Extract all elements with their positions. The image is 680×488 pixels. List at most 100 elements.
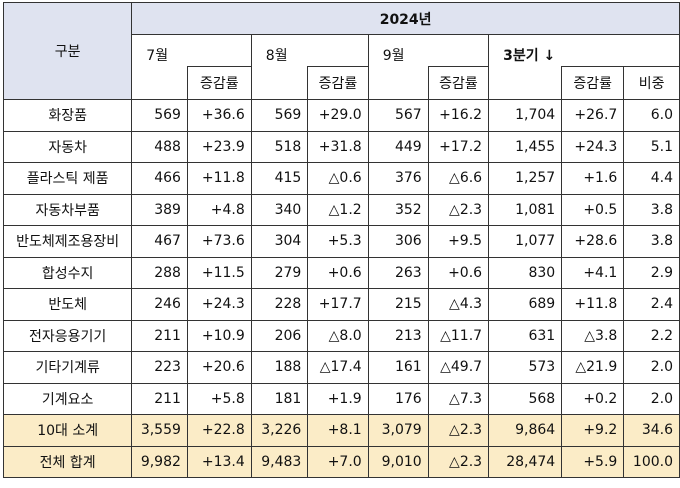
cell-g7: +24.3 — [186, 288, 252, 321]
cell-g9: +16.2 — [427, 99, 490, 132]
cell-g7: +11.8 — [186, 162, 252, 195]
cell-g9: +17.2 — [427, 130, 490, 163]
cell-q3: 830 — [488, 256, 563, 289]
cell-m9: 263 — [367, 256, 429, 289]
cell-g7: +22.8 — [186, 414, 252, 447]
cell-share: 2.2 — [623, 319, 680, 352]
cell-m9: 3,079 — [367, 414, 429, 447]
growth-7-header: 증감률 — [186, 66, 252, 100]
cell-g7: +73.6 — [186, 225, 252, 258]
cell-q3: 1,257 — [488, 162, 563, 195]
cell-gq: +26.7 — [561, 99, 625, 132]
table-row: 기계요소 211 +5.8 181 +1.9 176 △7.3 568 +0.2 2.0 — [2, 382, 680, 415]
cell-q3: 573 — [488, 351, 563, 384]
cell-m8: 228 — [250, 288, 309, 321]
cell-m8: 9,483 — [250, 445, 309, 478]
cell-g7: +23.9 — [186, 130, 252, 163]
cell-m7: 488 — [131, 130, 188, 163]
year-header: 2024년 — [131, 2, 680, 35]
cell-g8: +1.9 — [307, 382, 369, 415]
cell-gq: △3.8 — [561, 319, 625, 352]
cell-g7: +4.8 — [186, 193, 252, 226]
subtotal-row: 10대 소계 3,559 +22.8 3,226 +8.1 3,079 △2.3 9,864 +… — [2, 414, 680, 447]
cell-share: 2.9 — [623, 256, 680, 289]
cell-m8: 415 — [250, 162, 309, 195]
cell-m7: 223 — [131, 351, 188, 384]
cell-m9: 306 — [367, 225, 429, 258]
cell-m7: 389 — [131, 193, 188, 226]
cell-m9: 352 — [367, 193, 429, 226]
growth-9-header: 증감률 — [427, 66, 490, 100]
cell-name: 반도체제조용장비 — [2, 225, 133, 258]
cell-gq: +9.2 — [561, 414, 625, 447]
cell-share: 2.4 — [623, 288, 680, 321]
cell-q3: 568 — [488, 382, 563, 415]
category-header: 구분 — [2, 2, 133, 100]
cell-gq: +5.9 — [561, 445, 625, 478]
table-row: 반도체제조용장비 467 +73.6 304 +5.3 306 +9.5 1,077 +28.6… — [2, 225, 680, 258]
quarter-3-header: 3분기 ↓ — [488, 34, 562, 100]
cell-m9: 376 — [367, 162, 429, 195]
cell-share: 5.1 — [623, 130, 680, 163]
cell-m8: 340 — [250, 193, 309, 226]
cell-m9: 9,010 — [367, 445, 429, 478]
cell-name: 반도체 — [2, 288, 133, 321]
table-row: 화장품 569 +36.6 569 +29.0 567 +16.2 1,704 +26.7 6.0 — [2, 99, 680, 132]
cell-m8: 304 — [250, 225, 309, 258]
cell-g9: △2.3 — [427, 193, 490, 226]
cell-m8: 518 — [250, 130, 309, 163]
export-table: 구분 2024년 7월 8월 9월 3분기 ↓ 증감률 증감률 증감률 증감률 … — [2, 2, 680, 478]
table-row: 자동차 488 +23.9 518 +31.8 449 +17.2 1,455 +24.3 5.1 — [2, 130, 680, 163]
cell-m7: 467 — [131, 225, 188, 258]
cell-name: 기타기계류 — [2, 351, 133, 384]
cell-share: 4.4 — [623, 162, 680, 195]
cell-q3: 1,455 — [488, 130, 563, 163]
cell-gq: △21.9 — [561, 351, 625, 384]
cell-m8: 181 — [250, 382, 309, 415]
cell-gq: +28.6 — [561, 225, 625, 258]
month-7-header: 7월 — [131, 34, 188, 100]
cell-m8: 3,226 — [250, 414, 309, 447]
cell-g8: +7.0 — [307, 445, 369, 478]
cell-g7: +20.6 — [186, 351, 252, 384]
growth-8-header: 증감률 — [307, 66, 369, 100]
cell-m7: 9,982 — [131, 445, 188, 478]
month-9-header: 9월 — [367, 34, 429, 100]
cell-m7: 466 — [131, 162, 188, 195]
cell-g9: △4.3 — [427, 288, 490, 321]
cell-share: 34.6 — [623, 414, 680, 447]
cell-share: 3.8 — [623, 193, 680, 226]
cell-g9: △6.6 — [427, 162, 490, 195]
cell-gq: +24.3 — [561, 130, 625, 163]
cell-m9: 176 — [367, 382, 429, 415]
cell-name: 화장품 — [2, 99, 133, 132]
cell-gq: +4.1 — [561, 256, 625, 289]
cell-m9: 161 — [367, 351, 429, 384]
cell-g8: △0.6 — [307, 162, 369, 195]
cell-g7: +36.6 — [186, 99, 252, 132]
cell-g9: △49.7 — [427, 351, 490, 384]
cell-share: 100.0 — [623, 445, 680, 478]
cell-share: 6.0 — [623, 99, 680, 132]
cell-g9: +9.5 — [427, 225, 490, 258]
cell-q3: 631 — [488, 319, 563, 352]
cell-g7: +5.8 — [186, 382, 252, 415]
cell-m7: 211 — [131, 382, 188, 415]
cell-name: 합성수지 — [2, 256, 133, 289]
cell-m9: 567 — [367, 99, 429, 132]
table-row: 플라스틱 제품 466 +11.8 415 △0.6 376 △6.6 1,257 +1.6 4.… — [2, 162, 680, 195]
cell-gq: +11.8 — [561, 288, 625, 321]
cell-m7: 211 — [131, 319, 188, 352]
cell-gq: +0.5 — [561, 193, 625, 226]
cell-share: 2.0 — [623, 382, 680, 415]
cell-name: 자동차 — [2, 130, 133, 163]
cell-m8: 569 — [250, 99, 309, 132]
cell-g8: △17.4 — [307, 351, 369, 384]
cell-m9: 449 — [367, 130, 429, 163]
month-8-header: 8월 — [250, 34, 308, 100]
cell-m7: 569 — [131, 99, 188, 132]
cell-m7: 246 — [131, 288, 188, 321]
cell-m9: 213 — [367, 319, 429, 352]
cell-g8: △1.2 — [307, 193, 369, 226]
cell-g9: △2.3 — [427, 414, 490, 447]
